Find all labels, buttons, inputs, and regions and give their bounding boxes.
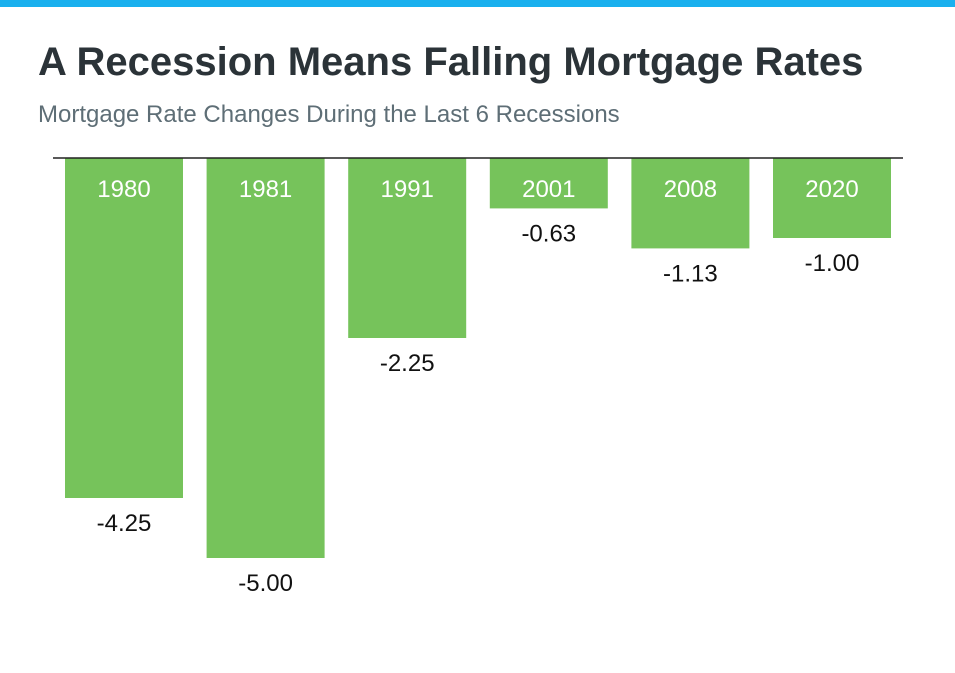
category-label-1980: 1980 [97, 176, 150, 203]
category-label-2001: 2001 [522, 176, 575, 203]
bar-1981 [206, 158, 325, 558]
value-label-2001: -0.63 [521, 220, 576, 247]
bar-2001 [489, 158, 608, 209]
bar-1980 [65, 158, 183, 498]
value-label-1981: -5.00 [238, 570, 293, 597]
bar-2008 [631, 158, 750, 249]
top-accent-bar [0, 0, 955, 7]
category-label-2008: 2008 [664, 176, 717, 203]
value-label-2020: -1.00 [805, 250, 860, 277]
value-label-1991: -2.25 [380, 350, 435, 377]
value-label-2008: -1.13 [663, 260, 718, 287]
category-label-1981: 1981 [239, 176, 292, 203]
bar-2020 [773, 158, 891, 238]
category-label-2020: 2020 [805, 176, 858, 203]
bar-1991 [348, 158, 467, 338]
page-subtitle: Mortgage Rate Changes During the Last 6 … [38, 101, 620, 128]
value-label-1980: -4.25 [97, 510, 152, 537]
page-title: A Recession Means Falling Mortgage Rates [38, 40, 864, 84]
category-label-1991: 1991 [381, 176, 434, 203]
